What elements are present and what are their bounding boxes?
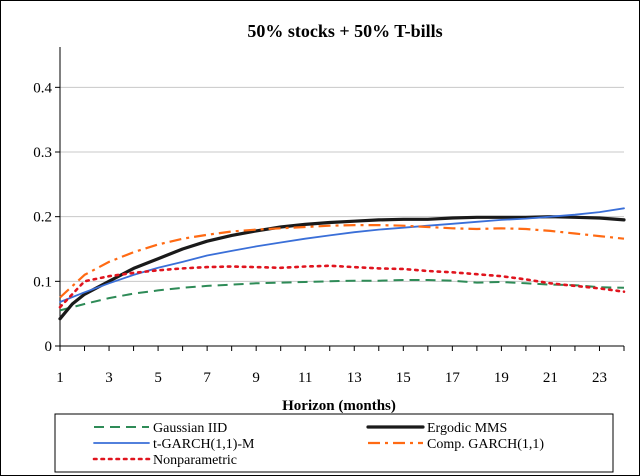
x-axis-ticks: 1 3 5 7 9 11 13 15 17 19 21 23 bbox=[56, 346, 625, 386]
legend-label-ergodic-mms: Ergodic MMS bbox=[427, 421, 507, 436]
x-axis-label: Horizon (months) bbox=[282, 398, 396, 414]
series-lines bbox=[58, 207, 626, 321]
x-tick-label: 15 bbox=[396, 370, 411, 386]
series-line-comp-garch-1-1 bbox=[59, 224, 625, 299]
series-line-ergodic-mms bbox=[58, 215, 626, 321]
x-tick-label: 19 bbox=[494, 370, 509, 386]
x-tick-label: 11 bbox=[298, 370, 312, 386]
gridlines bbox=[60, 86, 624, 282]
legend: Gaussian IID Ergodic MMS t-GARCH(1,1)-M Com… bbox=[54, 413, 614, 473]
series-line-nonparametric bbox=[58, 264, 626, 309]
x-tick-label: 23 bbox=[592, 370, 607, 386]
legend-label-gaussian-iid: Gaussian IID bbox=[153, 421, 227, 436]
y-tick-label: 0 bbox=[45, 339, 53, 355]
x-tick-label: 21 bbox=[543, 370, 558, 386]
x-tick-label: 13 bbox=[347, 370, 362, 386]
series-line-gaussian-iid bbox=[59, 279, 625, 312]
y-tick-label: 0.1 bbox=[33, 274, 52, 290]
y-tick-label: 0.3 bbox=[33, 145, 52, 161]
x-tick-label: 17 bbox=[445, 370, 461, 386]
legend-label-t-garch-1-1-m: t-GARCH(1,1)-M bbox=[153, 437, 255, 452]
x-tick-label: 9 bbox=[252, 370, 260, 386]
axes bbox=[59, 47, 624, 347]
series-line-t-garch-1-1-m bbox=[59, 207, 625, 303]
y-tick-label: 0.4 bbox=[33, 80, 52, 96]
x-tick-label: 1 bbox=[56, 370, 64, 386]
y-tick-label: 0.2 bbox=[33, 210, 52, 226]
chart-title: 50% stocks + 50% T-bills bbox=[247, 21, 442, 41]
x-tick-label: 7 bbox=[203, 370, 211, 386]
legend-label-comp-garch-1-1: Comp. GARCH(1,1) bbox=[427, 437, 544, 452]
y-axis-ticks: 0 0.1 0.2 0.3 0.4 bbox=[33, 80, 60, 355]
x-tick-label: 3 bbox=[105, 370, 113, 386]
x-tick-label: 5 bbox=[154, 370, 162, 386]
legend-label-nonparametric: Nonparametric bbox=[153, 453, 237, 468]
